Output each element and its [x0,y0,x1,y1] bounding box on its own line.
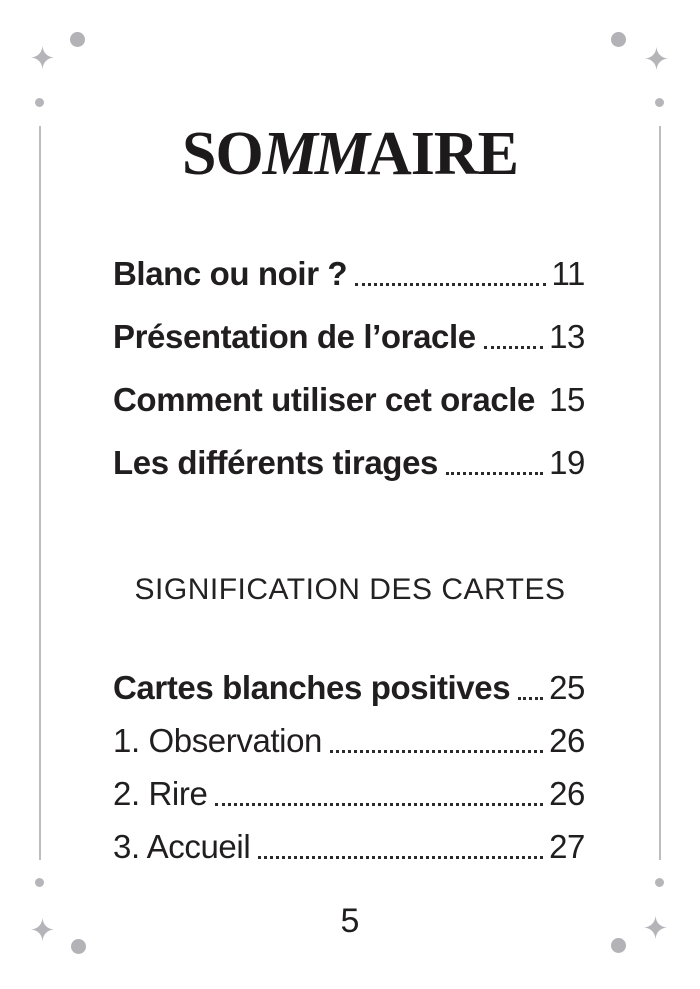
section-heading: SIGNIFICATION DES CARTES [134,573,566,606]
small-dot-icon [35,98,44,107]
title-part-pre: SO [181,119,264,188]
large-dot-icon [71,939,86,954]
toc-entry: Comment utiliser cet oracle 15 [113,380,585,420]
toc-card-entries: Cartes blanches positives 25 1. Observat… [113,668,585,880]
small-dot-icon [655,98,664,107]
sparkle-icon [31,915,54,944]
large-dot-icon [70,32,85,47]
small-dot-icon [655,878,664,887]
toc-intro-entries: Blanc ou noir ? 11 Présentation de l’ora… [113,254,585,506]
toc-entry-page-number: 13 [549,318,585,355]
toc-entry-page-number: 11 [551,255,586,292]
title-part-mid: MM [262,119,370,188]
toc-entry-label: 3. Accueil [113,828,251,865]
toc-entry: Blanc ou noir ? 11 [113,254,585,294]
toc-entry: 3. Accueil 27 [113,827,585,867]
sparkle-icon [645,44,668,73]
dotted-leader [483,346,544,349]
right-vertical-line [659,126,661,860]
dotted-leader [518,697,544,700]
toc-entry-label: Présentation de l’oracle [113,318,476,355]
toc-entry-label: 2. Rire [113,775,208,812]
toc-entry-page-number: 27 [549,828,585,865]
dotted-leader [258,856,544,859]
left-vertical-line [39,126,41,860]
sparkle-icon [644,913,667,942]
dotted-leader [445,472,544,475]
page-title: SOMMAIRE [0,120,700,188]
toc-entry: Les différents tirages 19 [113,443,585,483]
dotted-leader [355,283,546,286]
toc-entry: 1. Observation 26 [113,721,585,761]
dotted-leader [330,750,544,753]
toc-entry: Présentation de l’oracle 13 [113,317,585,357]
toc-entry-page-number: 26 [549,722,585,759]
toc-entry: Cartes blanches positives 25 [113,668,585,708]
toc-entry-page-number: 26 [549,775,585,812]
toc-entry: 2. Rire 26 [113,774,585,814]
large-dot-icon [611,938,626,953]
toc-entry-page-number: 19 [549,444,585,481]
toc-entry-label: Blanc ou noir ? [113,255,348,292]
large-dot-icon [611,32,626,47]
toc-entry-label: Comment utiliser cet oracle [113,381,536,418]
toc-entry-page-number: 15 [549,381,585,418]
dotted-leader [215,803,544,806]
toc-entry-label: Cartes blanches positives [113,669,511,706]
small-dot-icon [35,878,44,887]
toc-entry-label: Les différents tirages [113,444,438,481]
title-part-post: AIRE [366,119,519,188]
sparkle-icon [31,43,54,72]
toc-entry-page-number: 25 [549,669,585,706]
folio-page-number: 5 [340,902,360,940]
toc-entry-label: 1. Observation [113,722,323,759]
